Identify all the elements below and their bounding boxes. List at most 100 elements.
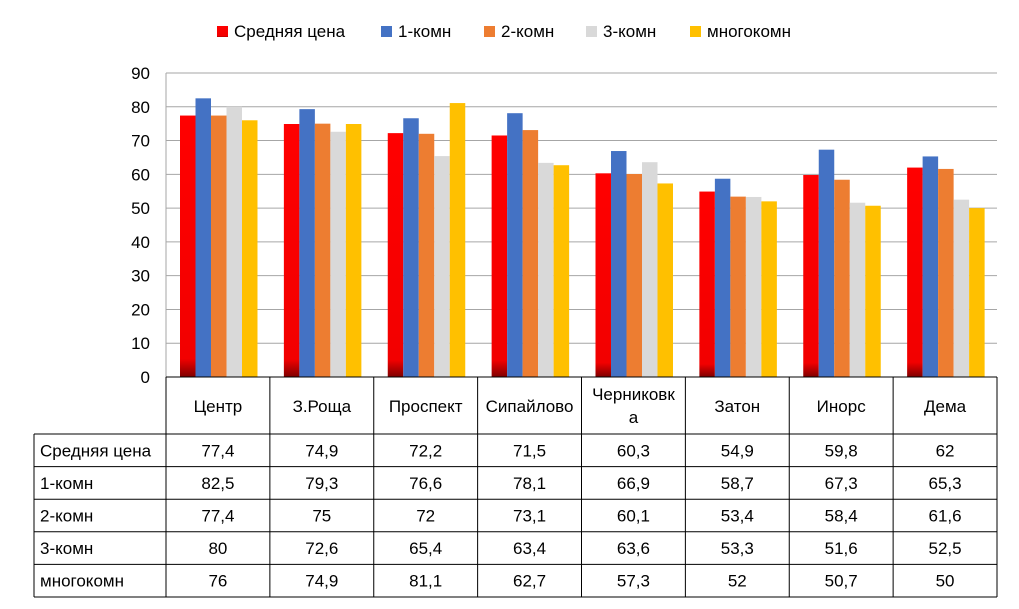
table-cell: 77,4 [201,441,234,460]
table-cell: 59,8 [825,441,858,460]
chart-legend: Средняя цена 1-комн 2-комн 3-комн многокомн [217,22,791,41]
bar-4-4 [538,162,554,377]
table-cell: 72,2 [409,441,442,460]
x-tick-label: Инорс [817,397,867,416]
table-cell: 77,4 [201,507,234,526]
table-cell: 66,9 [617,474,650,493]
table-cell: 65,3 [929,474,962,493]
legend-swatch-1 [217,26,228,37]
table-cell: 61,6 [929,507,962,526]
table-cell: 51,6 [825,539,858,558]
bar-4-1 [226,106,242,378]
table-cell: 58,7 [721,474,754,493]
table-cell: 62 [936,441,955,460]
bar-3-4 [522,130,539,377]
table-cell: 71,5 [513,441,546,460]
y-tick-label: 30 [131,267,150,286]
table-cell: 72 [416,507,435,526]
table-cell: 60,1 [617,507,650,526]
bar-2-2 [299,109,315,378]
table-cell: 57,3 [617,572,650,591]
table-cell: 72,6 [305,539,338,558]
bar-5-4 [553,165,570,377]
bar-1-1 [180,115,196,377]
bar-1-6 [699,191,715,377]
legend-label-1: Средняя цена [234,22,346,41]
table-cell: 82,5 [201,474,234,493]
table-cell: 79,3 [305,474,338,493]
x-tick-label: Дема [924,397,967,416]
data-table: Центр З.Роща Проспект Сипайлово Черниковк а За… [33,376,998,598]
bar-2-8 [922,156,939,377]
table-row-label: 3-комн [40,539,93,558]
legend-label-5: многокомн [707,22,791,41]
legend-label-3: 2-комн [501,22,554,41]
legend-label-2: 1-комн [398,22,451,41]
x-tick-label: Проспект [389,397,463,416]
bar-3-5 [626,173,642,377]
y-tick-label: 20 [131,300,150,319]
bar-3-2 [314,123,331,378]
table-cell: 74,9 [305,441,338,460]
y-tick-label: 10 [131,334,150,353]
y-tick-label: 90 [131,64,150,83]
bar-3-7 [834,179,850,377]
legend-label-4: 3-комн [603,22,656,41]
table-row-label: Средняя цена [40,441,152,460]
table-row-label: 1-комн [40,474,93,493]
table-cell: 50,7 [825,572,858,591]
bar-2-4 [507,113,523,377]
table-row-label: 2-комн [40,507,93,526]
bar-4-7 [849,202,866,377]
table-cell: 67,3 [825,474,858,493]
table-cell: 76,6 [409,474,442,493]
y-tick-label: 70 [131,132,150,151]
bar-2-6 [714,178,731,377]
bar-5-7 [865,205,881,377]
table-cell: 78,1 [513,474,546,493]
table-cell: 52,5 [929,539,962,558]
legend-swatch-5 [690,26,701,37]
table-cell: 65,4 [409,539,442,558]
bar-3-3 [418,133,435,377]
x-tick-label: Черниковк а [592,385,675,427]
bar-4-8 [953,199,970,377]
table-cell: 60,3 [617,441,650,460]
table-cell: 75 [312,507,331,526]
table-cell: 80 [208,539,227,558]
table-cell: 53,3 [721,539,754,558]
table-cell: 54,9 [721,441,754,460]
bar-1-8 [907,167,923,377]
y-tick-label: 60 [131,165,150,184]
y-tick-label: 80 [131,98,150,117]
bar-2-5 [611,151,627,377]
bar-4-2 [330,131,346,377]
bar-4-6 [745,196,762,377]
table-cell: 58,4 [825,507,858,526]
bar-5-1 [242,120,258,378]
bar-3-6 [730,196,746,377]
legend-swatch-4 [586,26,597,37]
bar-5-5 [657,183,673,377]
legend-swatch-2 [381,26,392,37]
y-tick-label: 40 [131,233,150,252]
x-tick-label: З.Роща [293,397,352,416]
bar-2-1 [195,98,211,377]
table-cell: 53,4 [721,507,754,526]
table-cell: 73,1 [513,507,546,526]
bar-5-3 [449,103,466,377]
chart-bars [180,98,985,378]
x-tick-label: Сипайлово [486,397,574,416]
bar-1-5 [595,173,611,377]
table-cell: 62,7 [513,572,546,591]
table-cell: 81,1 [409,572,442,591]
bar-5-8 [969,208,985,377]
y-tick-label: 50 [131,199,150,218]
table-cell: 63,4 [513,539,546,558]
bar-3-8 [938,168,954,377]
bar-5-6 [761,201,777,377]
table-cell: 52 [728,572,747,591]
bar-1-3 [387,133,404,377]
table-cell: 50 [936,572,955,591]
bar-1-7 [803,175,819,377]
